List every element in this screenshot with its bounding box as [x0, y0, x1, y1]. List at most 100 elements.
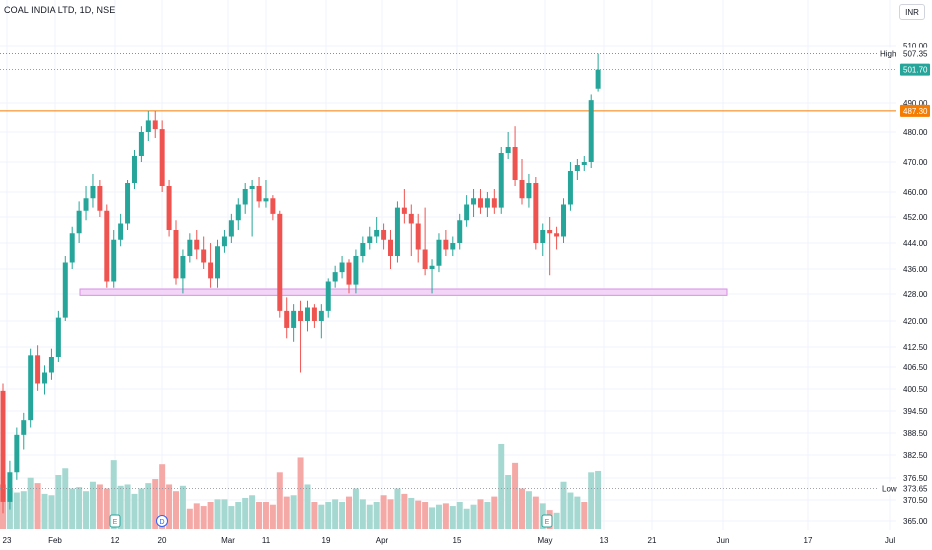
candle-body: [339, 262, 345, 273]
candle-body: [55, 317, 61, 357]
y-tick-label: 376.50: [903, 474, 928, 483]
candle-body: [145, 120, 151, 132]
y-tick-label: 452.00: [903, 213, 928, 222]
chart-title: COAL INDIA LTD, 1D, NSE: [4, 5, 116, 15]
volume-bar: [131, 493, 138, 529]
candle-body: [450, 243, 456, 250]
candle-body: [477, 198, 483, 208]
volume-bar: [415, 500, 422, 529]
candle-body: [554, 233, 560, 237]
x-tick-label: Mar: [221, 536, 235, 545]
y-tick-label: 444.00: [903, 239, 928, 248]
volume-bar: [20, 491, 27, 529]
candle-body: [415, 223, 421, 250]
candle-body: [159, 129, 165, 186]
y-axis[interactable]: 510.00 490.00 480.00 470.00 460.00 452.00 444.…: [903, 42, 928, 526]
candle-body: [97, 186, 103, 211]
candle-body: [422, 249, 428, 269]
volume-bar: [408, 497, 415, 529]
volume-bar: [588, 472, 595, 529]
volume-bar: [422, 502, 429, 529]
candle-body: [318, 310, 324, 321]
candle-body: [561, 204, 567, 237]
x-tick-label: 21: [648, 536, 657, 545]
price-labels: 507.35 High 501.70 487.30 373.65 Low: [0, 47, 930, 495]
y-tick-label: 460.00: [903, 188, 928, 197]
volume-bar: [269, 504, 276, 529]
marker-shape: [541, 514, 553, 528]
candle-body: [332, 272, 338, 282]
candle-body: [540, 230, 546, 243]
y-tick-label: 490.00: [903, 99, 928, 108]
low-label: Low: [882, 484, 897, 493]
candle-body: [270, 198, 276, 214]
y-tick-label: 406.50: [903, 363, 928, 372]
x-tick-label: 12: [111, 536, 120, 545]
volume-bar: [283, 496, 290, 529]
x-axis[interactable]: 23 Feb 12 20 Mar 11 19 Apr 15 May 13 21 Jun 17 Jul: [3, 536, 896, 545]
volume-bar: [429, 507, 436, 529]
candle-body: [125, 183, 131, 224]
support-zone[interactable]: [79, 288, 728, 296]
y-tick-label: 436.00: [903, 265, 928, 274]
volume-bar: [242, 497, 249, 529]
candle-body: [83, 198, 89, 211]
volume-bar: [297, 457, 304, 529]
volume-bar: [311, 502, 318, 529]
volume-bar: [449, 506, 456, 529]
volume-bar: [435, 504, 442, 529]
candles[interactable]: [0, 53, 601, 514]
candle-body: [436, 239, 442, 266]
volume-bar: [484, 502, 491, 529]
candle-body: [208, 262, 214, 279]
candle-body: [394, 207, 400, 256]
volume-bar: [352, 488, 359, 529]
candle-body: [7, 472, 13, 502]
volume-bar: [304, 484, 311, 529]
candle-body: [42, 372, 48, 384]
dividend-icon[interactable]: D: [156, 515, 168, 527]
earnings-icon[interactable]: E: [541, 514, 553, 528]
candle-body: [221, 236, 227, 247]
volume-bar: [186, 508, 193, 529]
volume-bar: [456, 502, 463, 529]
x-tick-label: Feb: [48, 536, 62, 545]
volume-bar: [318, 504, 325, 529]
candle-body: [118, 223, 124, 240]
candle-body: [291, 310, 297, 328]
earnings-icon[interactable]: E: [109, 514, 121, 528]
candle-body: [464, 204, 470, 221]
y-tick-label: 382.50: [903, 451, 928, 460]
marker-label: E: [545, 519, 550, 526]
volume-bar: [48, 495, 55, 529]
x-tick-label: 11: [262, 536, 271, 545]
candle-body: [512, 147, 518, 180]
volume-bar: [525, 491, 532, 529]
candle-body: [457, 220, 463, 243]
volume-bar: [152, 479, 159, 529]
candle-body: [408, 213, 414, 224]
x-tick-label: 13: [600, 536, 609, 545]
volume-bar: [339, 502, 346, 529]
candle-body: [152, 120, 158, 130]
volume-bar: [394, 488, 401, 529]
volume-bar: [62, 468, 69, 529]
candle-body: [443, 239, 449, 250]
volume-bar: [387, 499, 394, 529]
candle-body: [201, 249, 207, 263]
x-tick-label: 17: [804, 536, 813, 545]
candle-body: [249, 186, 255, 189]
candle-body: [263, 198, 269, 202]
candle-body: [367, 236, 373, 243]
candle-body: [90, 186, 96, 199]
candle-body: [519, 180, 525, 199]
x-tick-label: 23: [3, 536, 12, 545]
currency-button[interactable]: INR: [899, 4, 925, 20]
candle-body: [194, 239, 200, 250]
x-tick-label: 15: [453, 536, 462, 545]
volume-bar: [76, 487, 83, 529]
volume-bar: [228, 506, 235, 529]
